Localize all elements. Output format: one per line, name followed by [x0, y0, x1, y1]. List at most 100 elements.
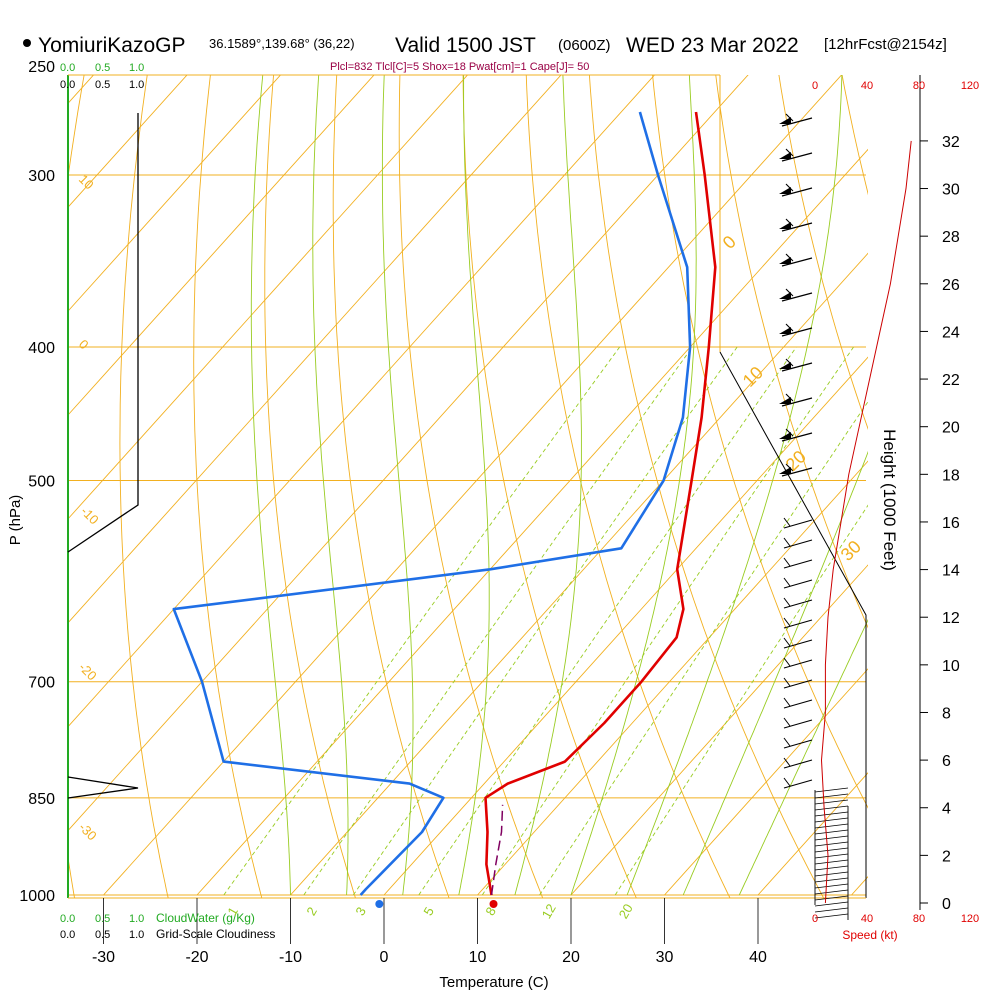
wind-barb-feather: [785, 358, 794, 367]
wind-barb-flag: [779, 467, 791, 474]
height-tick-label: 2: [942, 848, 951, 865]
mixing-ratio-label: 2: [303, 904, 320, 918]
wind-barb-feather: [783, 737, 791, 747]
moist-adiabat-lines: [250, 75, 868, 896]
wind-barb-flag: [779, 257, 791, 264]
speed-top-3: 120: [961, 80, 979, 92]
wind-barb-feather: [783, 777, 791, 787]
cloudiness-low: [67, 776, 139, 799]
isotherm-line: [477, 460, 868, 896]
moist-adiabat-line: [250, 75, 291, 896]
wind-barbs: [779, 113, 849, 920]
height-tick-label: 20: [942, 420, 960, 437]
cloudiness-label: Grid-Scale Cloudiness: [156, 927, 275, 941]
speed-profile-line: [820, 140, 912, 904]
isotherm-line: [68, 75, 749, 832]
height-tick-label: 8: [942, 705, 951, 722]
temperature-tick-label: -20: [185, 949, 208, 966]
wind-barb-flag: [779, 222, 791, 229]
wind-barb-shaft: [814, 889, 849, 895]
wind-barb-flag: [779, 362, 791, 369]
dewpoint-line: [172, 111, 692, 896]
pressure-tick-label: 300: [28, 168, 55, 185]
mixing-ratio-line: [539, 400, 868, 896]
wind-barb-shaft: [783, 739, 813, 749]
isotherm-label: -10: [78, 504, 102, 528]
wind-barb-feather: [783, 557, 791, 567]
dry-adiabat-line: [119, 75, 169, 898]
wind-barb-feather: [785, 253, 794, 262]
dry-adiabat-line: [778, 75, 868, 430]
wind-barb-flag: [779, 152, 791, 159]
cloudwater-top-2: 1.0: [129, 62, 144, 74]
mixing-ratio-line: [352, 346, 738, 896]
wind-barb-shaft: [814, 847, 849, 853]
wind-barb-flag: [779, 117, 791, 124]
height-tick-label: 14: [942, 563, 960, 580]
mixing-ratio-line: [481, 346, 854, 896]
dry-adiabat-line: [525, 75, 731, 898]
height-tick-label: 6: [942, 753, 951, 770]
isotherm-label: -30: [76, 820, 100, 844]
isotherm-line: [68, 75, 656, 728]
height-tick-label: 10: [942, 658, 960, 675]
dry-adiabat-lines: [68, 75, 868, 898]
wind-barb-shaft: [781, 117, 813, 127]
wind-barb-shaft: [781, 467, 813, 477]
mixing-ratio-label: 5: [420, 904, 437, 918]
wind-barb-shaft: [781, 397, 813, 407]
wind-barb-shaft: [814, 907, 849, 913]
wind-barb-flag: [779, 432, 791, 439]
wind-barb-feather: [783, 677, 791, 687]
cloudwater-top-1: 0.5: [95, 62, 110, 74]
speed-label: Speed (kt): [842, 928, 897, 942]
wind-barb-shaft: [783, 679, 813, 689]
height-tick-label: 16: [942, 515, 960, 532]
wind-barb-shaft: [814, 799, 849, 805]
wind-barb-shaft: [783, 759, 813, 769]
mixing-ratio-line: [418, 346, 797, 896]
station-name: YomiuriKazoGP: [38, 34, 185, 57]
temperature-tick-label: 30: [656, 949, 674, 966]
wind-barb-feather: [783, 637, 791, 647]
height-tick-label: 22: [942, 372, 960, 389]
cloudiness-bottom-1: 0.5: [95, 929, 110, 941]
isotherm-line: [68, 75, 469, 520]
mixing-ratio-line: [303, 346, 693, 896]
moist-adiabat-line: [738, 618, 868, 896]
wind-barb-shaft: [814, 883, 849, 889]
wind-barb-shaft: [783, 659, 813, 669]
isotherm-label: 0: [76, 337, 92, 353]
wind-barb-feather: [783, 577, 791, 587]
height-tick-label: 4: [942, 801, 951, 818]
cloudiness-bottom-0: 0.0: [60, 929, 75, 941]
wind-barb-shaft: [814, 805, 849, 811]
dry-adiabat-line: [193, 75, 263, 898]
wind-barb-shaft: [814, 811, 849, 817]
dry-adiabat-line: [332, 75, 450, 898]
wind-barb-feather: [785, 393, 794, 402]
mixing-ratio-lines: [223, 346, 868, 896]
moist-adiabat-line: [626, 75, 843, 896]
temperature-tick-label: -10: [279, 949, 302, 966]
wind-barb-shaft: [783, 699, 813, 709]
wind-barb-shaft: [783, 599, 813, 609]
wind-barb-feather: [785, 428, 794, 437]
wind-barb-feather: [785, 183, 794, 192]
isotherm-line: [68, 75, 282, 312]
speed-top-0: 0: [812, 80, 818, 92]
wind-barb-shaft: [781, 222, 813, 232]
cloudiness-top-1: 0.5: [95, 79, 110, 91]
height-tick-label: 30: [942, 182, 960, 199]
moist-adiabat-line: [458, 75, 490, 896]
height-tick-label: 24: [942, 324, 960, 341]
isotherm-line: [383, 356, 868, 896]
isotherm-line: [103, 75, 843, 896]
wind-barb-shaft: [783, 539, 813, 549]
wind-barb-feather: [785, 113, 794, 122]
speed-top-2: 80: [913, 80, 925, 92]
temperature-ticks: -30 -20 -10 0 10 20 30 40: [92, 898, 767, 966]
mixing-ratio-label: 3: [352, 904, 369, 918]
